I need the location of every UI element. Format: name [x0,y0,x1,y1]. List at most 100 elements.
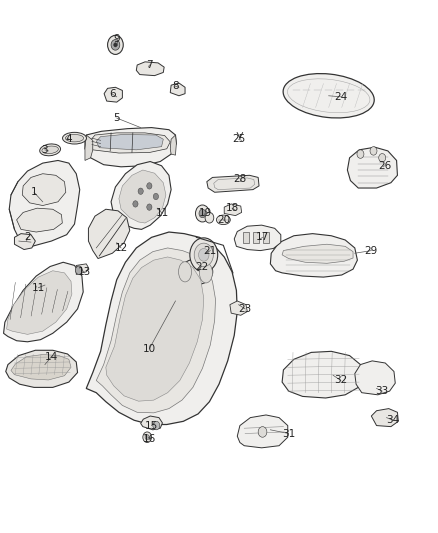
Circle shape [75,266,82,274]
Polygon shape [237,415,288,448]
Polygon shape [6,350,78,387]
Polygon shape [355,361,395,395]
Circle shape [153,193,159,200]
Text: 7: 7 [146,60,153,70]
Polygon shape [7,271,72,334]
Polygon shape [76,264,88,274]
Text: 26: 26 [378,161,391,171]
Text: 17: 17 [256,232,269,243]
Polygon shape [270,233,357,277]
Circle shape [111,39,120,50]
Ellipse shape [180,259,213,285]
Circle shape [147,204,152,211]
Text: 15: 15 [145,421,158,431]
Circle shape [138,188,143,195]
Polygon shape [106,257,204,401]
Circle shape [190,238,218,272]
Polygon shape [11,354,71,380]
Circle shape [153,421,160,430]
Ellipse shape [40,144,60,156]
Circle shape [147,183,152,189]
Bar [253,231,259,243]
Text: 14: 14 [45,352,58,361]
Circle shape [379,154,386,162]
Polygon shape [234,225,281,251]
Text: 33: 33 [375,386,389,396]
Ellipse shape [199,263,212,283]
Polygon shape [371,409,398,426]
Polygon shape [224,204,242,216]
Polygon shape [86,232,237,424]
Circle shape [198,248,209,261]
Circle shape [258,426,267,437]
Text: 31: 31 [282,429,295,439]
Text: 12: 12 [114,243,128,253]
Polygon shape [4,262,83,342]
Circle shape [145,434,149,440]
Text: 20: 20 [218,215,231,225]
Polygon shape [85,127,177,167]
Circle shape [133,201,138,207]
Polygon shape [347,147,397,188]
Text: 6: 6 [109,89,116,99]
Ellipse shape [42,146,58,154]
Text: 2: 2 [24,232,31,243]
Text: 9: 9 [113,34,120,44]
Polygon shape [17,208,62,232]
Polygon shape [282,244,353,263]
Polygon shape [104,87,122,102]
Polygon shape [170,135,177,155]
Text: 16: 16 [143,434,156,444]
Polygon shape [9,160,80,246]
Text: 23: 23 [238,304,252,314]
Text: 21: 21 [204,246,217,256]
Circle shape [108,35,123,54]
Bar [243,231,250,243]
Circle shape [114,43,117,47]
Text: 11: 11 [32,282,45,293]
Circle shape [143,432,152,442]
Text: 4: 4 [66,134,72,144]
Text: 18: 18 [226,203,239,213]
Polygon shape [96,134,163,150]
Ellipse shape [216,215,230,224]
Text: 28: 28 [233,174,247,184]
Circle shape [370,147,377,155]
Text: 19: 19 [198,208,212,219]
Text: 10: 10 [143,344,156,354]
Bar [262,231,269,243]
Text: 5: 5 [113,113,120,123]
Polygon shape [282,351,364,398]
Circle shape [194,243,213,266]
Text: 25: 25 [232,134,245,144]
Polygon shape [207,175,259,192]
Circle shape [205,213,214,223]
Polygon shape [88,209,130,259]
Ellipse shape [283,74,374,118]
Text: 22: 22 [195,262,208,271]
Polygon shape [22,174,66,206]
Text: 8: 8 [172,81,179,91]
Polygon shape [85,135,93,160]
Text: 24: 24 [334,92,347,102]
Polygon shape [136,62,164,76]
Ellipse shape [179,262,191,282]
Ellipse shape [63,132,86,144]
Polygon shape [141,416,162,430]
Circle shape [195,205,209,222]
Polygon shape [96,248,215,413]
Text: 29: 29 [365,246,378,256]
Ellipse shape [65,134,84,142]
Polygon shape [91,133,170,153]
Text: 34: 34 [386,415,400,425]
Text: 11: 11 [156,208,169,219]
Polygon shape [170,83,185,96]
Polygon shape [111,161,171,229]
Polygon shape [230,301,247,316]
Text: 3: 3 [42,145,48,155]
Circle shape [357,150,364,158]
Text: 13: 13 [78,267,91,277]
Text: 1: 1 [31,187,37,197]
Text: 32: 32 [334,375,347,385]
Circle shape [199,209,206,217]
